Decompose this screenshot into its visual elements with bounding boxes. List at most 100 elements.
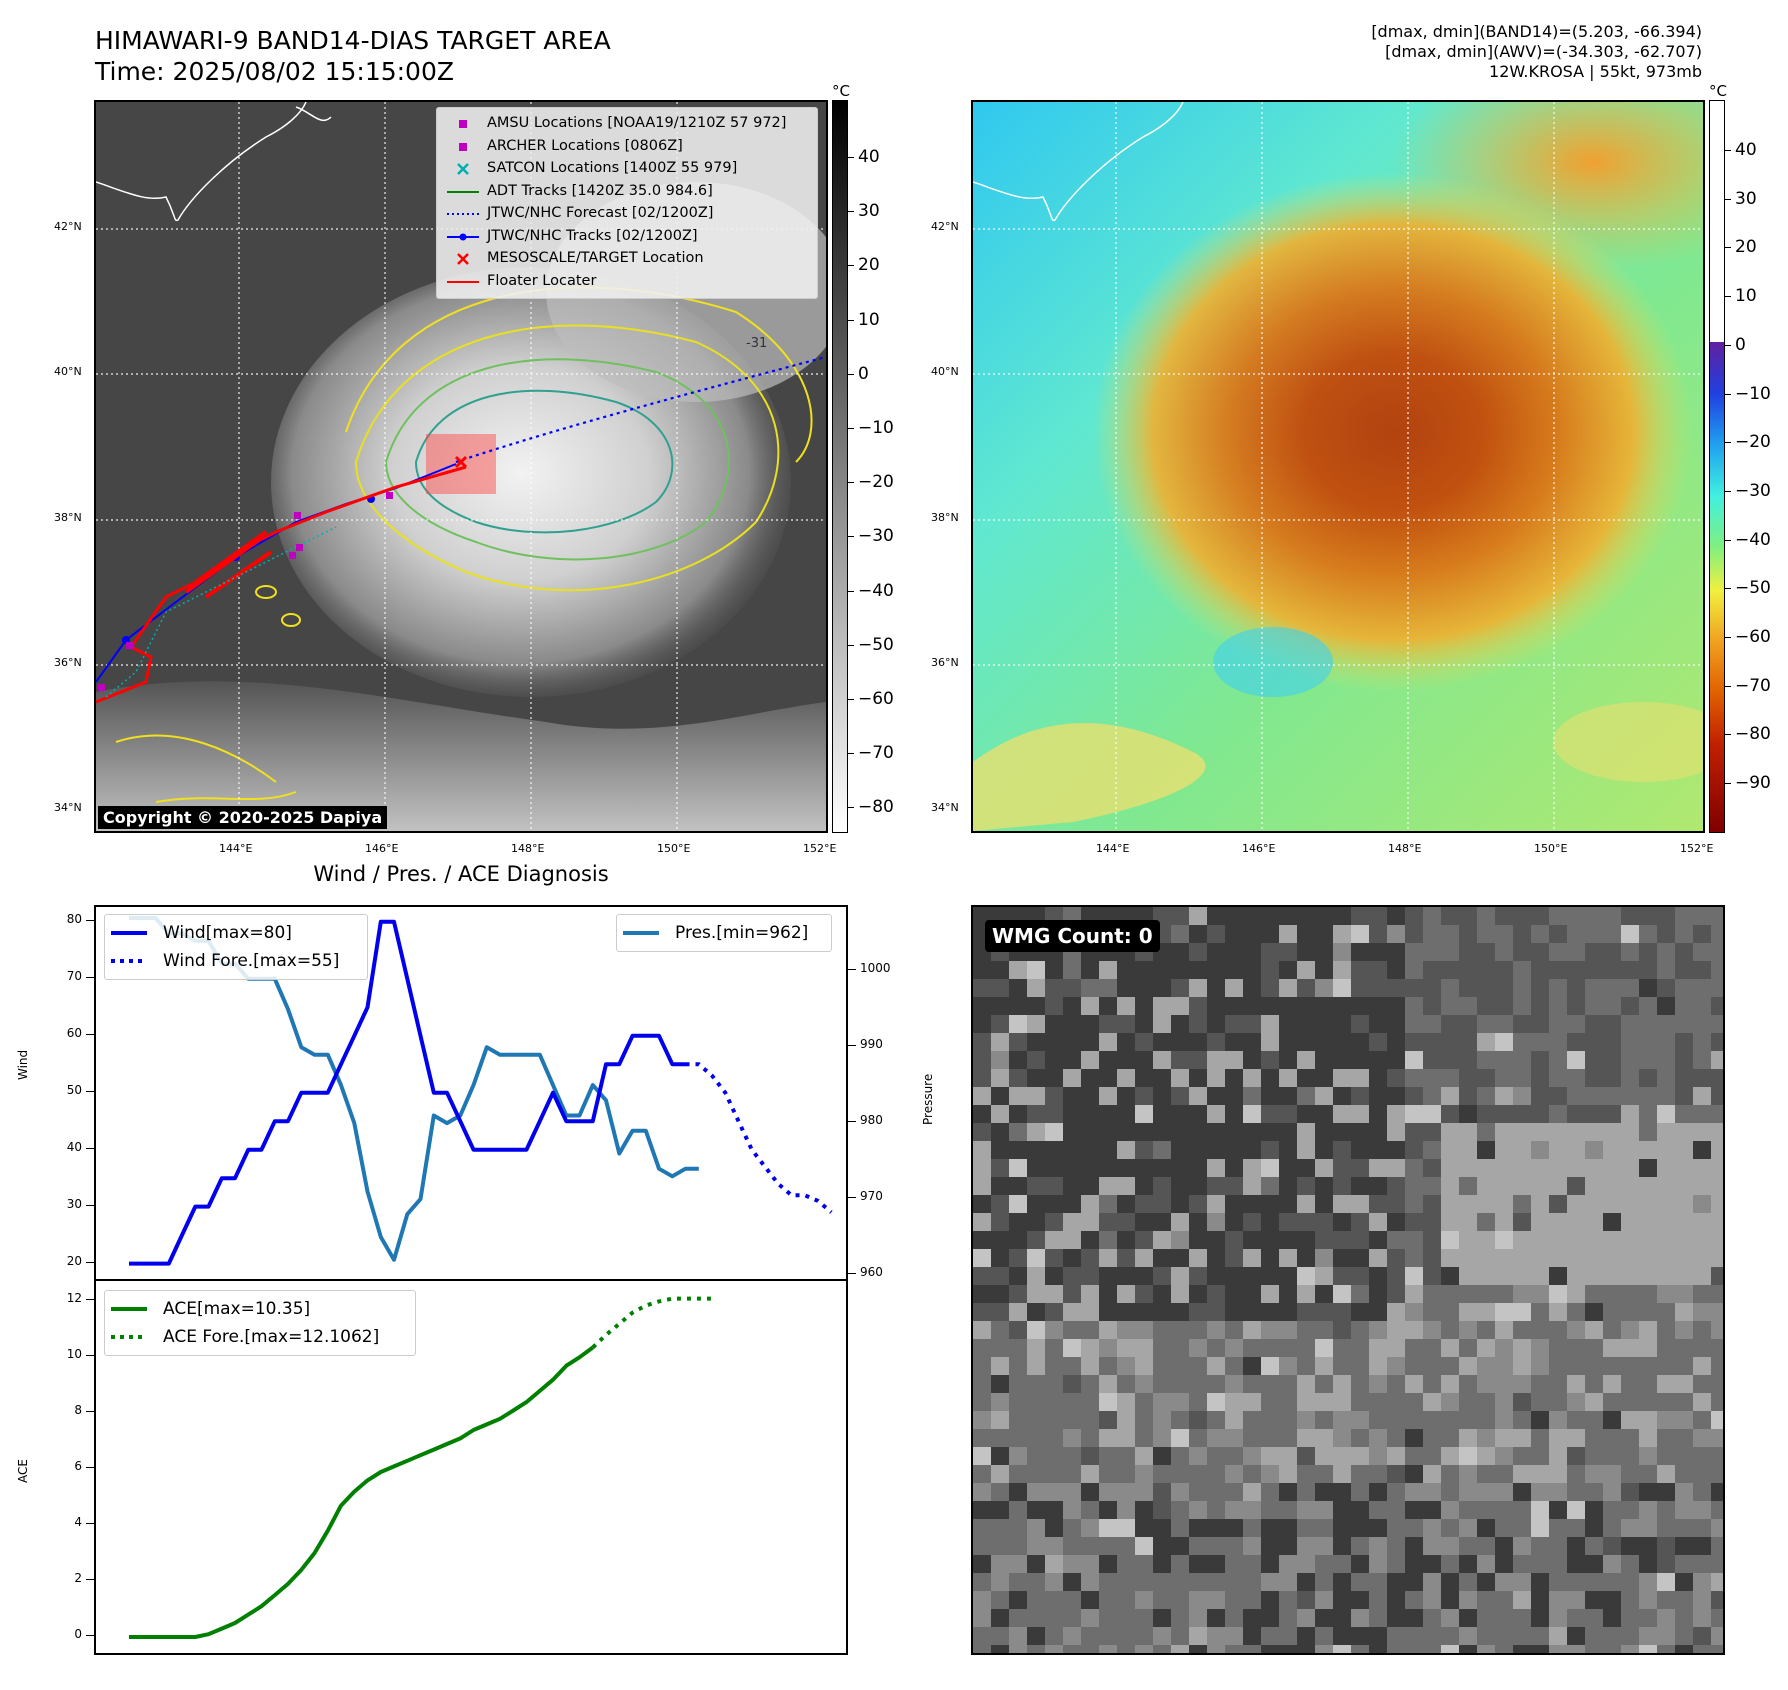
wmg-cell: [1405, 1177, 1423, 1195]
wmg-cell: [1513, 1573, 1531, 1591]
wmg-cell: [1585, 1627, 1603, 1645]
wmg-cell: [1297, 1123, 1315, 1141]
wmg-cell: [1513, 961, 1531, 979]
wmg-cell: [1549, 943, 1567, 961]
wmg-cell: [1513, 979, 1531, 997]
wmg-cell: [1441, 907, 1459, 925]
wmg-cell: [1423, 1123, 1441, 1141]
wmg-cell: [973, 1069, 991, 1087]
wmg-cell: [1585, 1339, 1603, 1357]
wmg-cell: [1459, 1519, 1477, 1537]
wmg-cell: [1459, 1501, 1477, 1519]
wmg-cell: [1603, 1393, 1621, 1411]
wmg-cell: [1297, 943, 1315, 961]
wmg-cell: [1315, 1087, 1333, 1105]
wmg-cell: [1585, 1537, 1603, 1555]
wmg-cell: [1675, 1105, 1693, 1123]
wmg-cell: [1243, 1195, 1261, 1213]
wmg-cell: [1549, 1519, 1567, 1537]
wmg-cell: [1693, 1141, 1711, 1159]
wmg-cell: [1027, 1069, 1045, 1087]
wmg-cell: [1063, 1141, 1081, 1159]
wmg-cell: [1063, 1573, 1081, 1591]
wmg-cell: [1387, 1645, 1405, 1653]
wmg-cell: [1441, 1213, 1459, 1231]
wmg-cell: [1675, 1591, 1693, 1609]
wmg-cell: [1387, 1051, 1405, 1069]
wmg-cell: [1621, 1195, 1639, 1213]
wmg-cell: [1117, 1447, 1135, 1465]
wmg-cell: [1567, 907, 1585, 925]
wmg-cell: [1711, 1393, 1723, 1411]
wmg-cell: [1099, 1555, 1117, 1573]
wmg-cell: [1333, 1123, 1351, 1141]
wmg-cell: [1459, 1159, 1477, 1177]
wmg-cell: [1243, 1321, 1261, 1339]
wmg-cell: [1621, 1645, 1639, 1653]
wmg-cell: [1693, 1447, 1711, 1465]
wmg-cell: [1405, 1123, 1423, 1141]
wmg-cell: [1225, 1015, 1243, 1033]
wmg-cell: [1135, 979, 1153, 997]
wmg-cell: [1171, 1339, 1189, 1357]
wmg-cell: [1459, 1573, 1477, 1591]
colorbar-tick-label: −80: [858, 797, 894, 818]
wmg-cell: [1585, 1609, 1603, 1627]
wmg-cell: [1675, 1123, 1693, 1141]
lon-label: 152°E: [1680, 842, 1714, 855]
wmg-cell: [1639, 1231, 1657, 1249]
wmg-cell: [1567, 1015, 1585, 1033]
wmg-cell: [1189, 1087, 1207, 1105]
wmg-cell: [1153, 1393, 1171, 1411]
wmg-cell: [1045, 997, 1063, 1015]
wmg-cell: [1639, 1033, 1657, 1051]
wmg-cell: [1081, 1573, 1099, 1591]
wmg-cell: [1135, 1087, 1153, 1105]
wmg-cell: [1603, 1447, 1621, 1465]
wmg-cell: [1675, 907, 1693, 925]
wmg-cell: [1225, 1447, 1243, 1465]
wmg-cell: [1153, 1339, 1171, 1357]
wmg-cell: [1279, 979, 1297, 997]
wmg-cell: [1495, 1033, 1513, 1051]
wmg-cell: [1279, 1195, 1297, 1213]
wmg-cell: [1477, 1465, 1495, 1483]
wmg-cell: [1333, 1447, 1351, 1465]
wmg-cell: [1459, 1465, 1477, 1483]
wmg-cell: [1153, 1357, 1171, 1375]
wmg-cell: [1063, 1051, 1081, 1069]
wmg-cell: [1081, 1357, 1099, 1375]
wmg-cell: [1333, 1645, 1351, 1653]
wmg-cell: [1009, 1177, 1027, 1195]
wmg-cell: [1315, 1015, 1333, 1033]
wmg-cell: [1639, 1429, 1657, 1447]
wmg-cell: [1279, 961, 1297, 979]
wmg-cell: [1207, 1213, 1225, 1231]
wmg-cell: [1459, 1321, 1477, 1339]
wmg-cell: [1441, 1321, 1459, 1339]
wmg-cell: [1009, 1357, 1027, 1375]
wmg-cell: [1153, 1087, 1171, 1105]
ace-tick-label: 4: [74, 1515, 82, 1530]
wmg-cell: [1657, 961, 1675, 979]
wmg-cell: [1693, 1069, 1711, 1087]
wmg-cell: [973, 1195, 991, 1213]
wmg-count-badge: WMG Count: 0: [985, 920, 1160, 952]
wmg-cell: [1405, 1195, 1423, 1213]
wmg-cell: [1243, 1267, 1261, 1285]
wmg-cell: [1045, 1213, 1063, 1231]
wmg-cell: [1171, 1015, 1189, 1033]
wmg-cell: [1693, 1213, 1711, 1231]
wmg-cell: [1693, 1285, 1711, 1303]
wmg-cell: [1477, 1069, 1495, 1087]
wmg-cell: [991, 1645, 1009, 1653]
wmg-cell: [1099, 1303, 1117, 1321]
wmg-cell: [1045, 1303, 1063, 1321]
wmg-cell: [1513, 1051, 1531, 1069]
wmg-cell: [1333, 1015, 1351, 1033]
wmg-cell: [1549, 1537, 1567, 1555]
wmg-cell: [1603, 1285, 1621, 1303]
ace-tick-mark: [86, 1299, 94, 1301]
wmg-cell: [1441, 1195, 1459, 1213]
wmg-cell: [1243, 1393, 1261, 1411]
